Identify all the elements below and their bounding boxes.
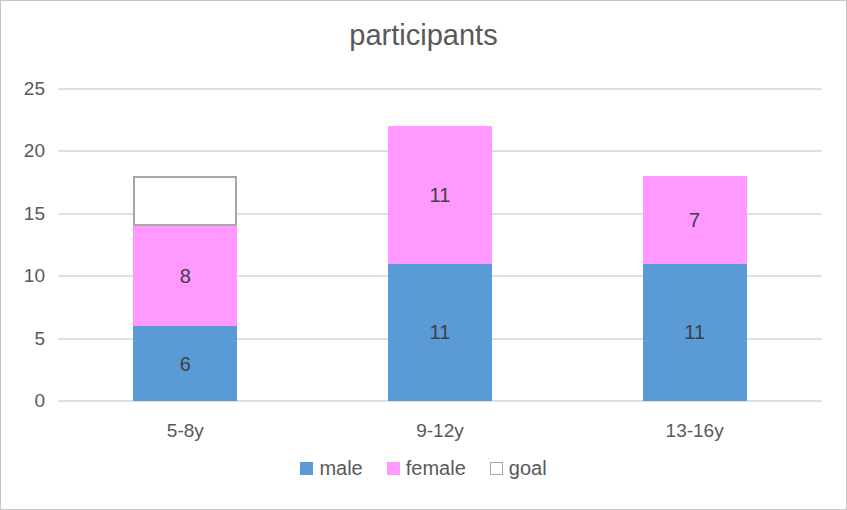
legend-swatch-male <box>300 462 313 475</box>
data-label-male: 6 <box>133 354 237 374</box>
legend: male female goal <box>1 457 846 480</box>
y-axis-tick-label: 20 <box>1 140 45 162</box>
x-axis-category-label: 9-12y <box>313 420 568 442</box>
legend-label-goal: goal <box>509 457 547 480</box>
y-axis-tick-label: 25 <box>1 78 45 100</box>
legend-item-female: female <box>387 457 466 480</box>
data-label-male: 11 <box>643 322 747 342</box>
data-label-female: 11 <box>388 185 492 205</box>
y-axis-tick-label: 15 <box>1 203 45 225</box>
bar-segment-goal <box>133 176 237 226</box>
data-label-male: 11 <box>388 322 492 342</box>
legend-swatch-goal <box>490 462 503 475</box>
legend-swatch-female <box>387 462 400 475</box>
chart: participants 0 5 10 15 20 25 6 8 5-8y 11 11 9-12y 11… <box>0 0 847 510</box>
x-axis-category-label: 13-16y <box>567 420 822 442</box>
data-label-female: 8 <box>133 266 237 286</box>
x-axis-category-label: 5-8y <box>58 420 313 442</box>
gridline-y-25 <box>58 88 822 90</box>
chart-title: participants <box>1 19 846 52</box>
y-axis-tick-label: 10 <box>1 265 45 287</box>
legend-label-male: male <box>319 457 362 480</box>
y-axis-tick-label: 5 <box>1 328 45 350</box>
data-label-female: 7 <box>643 210 747 230</box>
legend-item-goal: goal <box>490 457 547 480</box>
legend-label-female: female <box>406 457 466 480</box>
legend-item-male: male <box>300 457 362 480</box>
y-axis-tick-label: 0 <box>1 390 45 412</box>
